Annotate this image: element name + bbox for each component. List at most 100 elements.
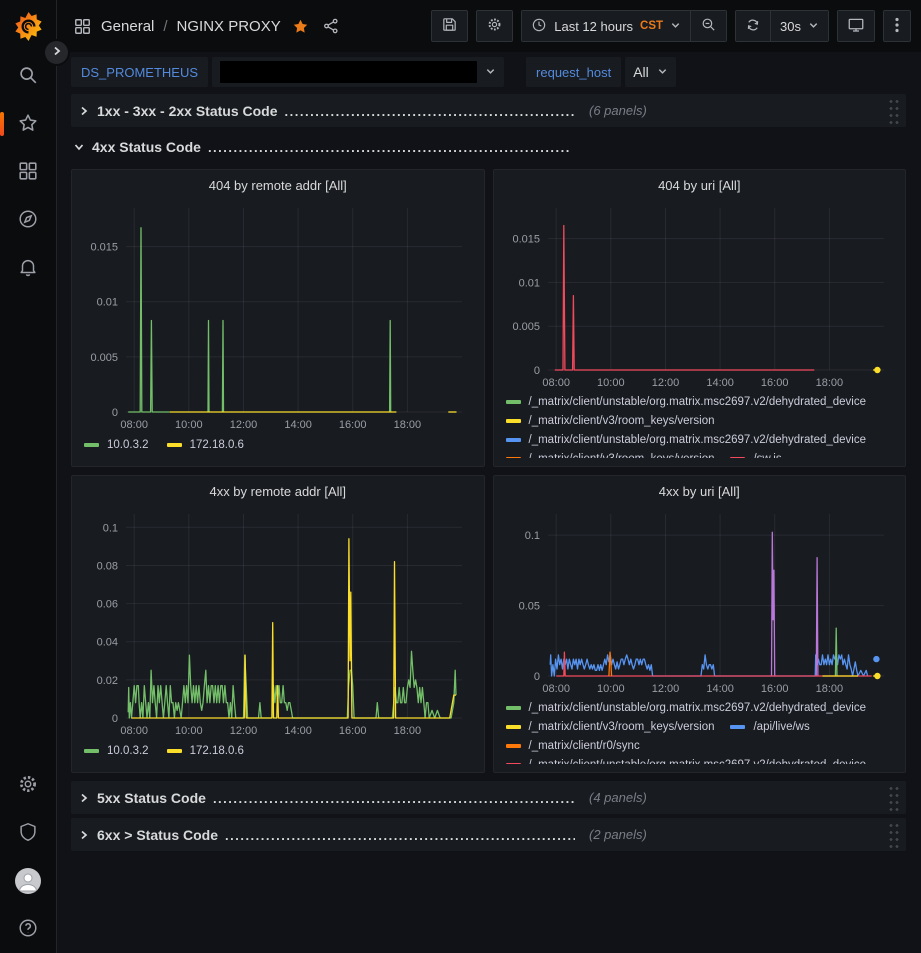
legend-item[interactable]: /_matrix/client/r0/sync	[505, 740, 640, 752]
row-drag-handle[interactable]	[888, 784, 899, 811]
sidebar-item-search[interactable]	[0, 52, 56, 100]
variable-label-request-host[interactable]: request_host	[526, 57, 622, 87]
chevron-down-icon	[485, 64, 496, 80]
legend-swatch	[730, 725, 746, 729]
sidebar-item-alerting[interactable]	[0, 244, 56, 292]
time-series-chart[interactable]: 0 0.02 0.04 0.06 0.08 0.1 08:00 10:00 12:00 14:00…	[80, 504, 476, 738]
row-panel-count: (4 panels)	[589, 790, 647, 805]
legend-item[interactable]: /_matrix/client/unstable/org.matrix.msc2…	[505, 702, 866, 714]
bell-icon	[17, 256, 39, 281]
svg-text:10:00: 10:00	[175, 725, 203, 737]
row-drag-handle[interactable]	[888, 821, 899, 848]
legend-item[interactable]: 172.18.0.6	[166, 745, 244, 757]
refresh-interval-picker[interactable]: 30s	[770, 11, 828, 41]
svg-text:08:00: 08:00	[542, 683, 570, 695]
variable-ds-prometheus: DS_PROMETHEUS	[71, 57, 505, 87]
time-series-chart[interactable]: 0 0.005 0.01 0.015 08:00 10:00 12:00 14:00 16:00…	[502, 198, 898, 390]
save-icon	[441, 16, 458, 36]
dashboard-row-4xx[interactable]: 4xx Status Code ........................…	[71, 133, 906, 161]
svg-text:18:00: 18:00	[394, 725, 422, 737]
zoom-out-button[interactable]	[690, 11, 727, 41]
legend-item[interactable]: 10.0.3.2	[84, 745, 149, 757]
legend-item[interactable]: /sw.js	[730, 453, 782, 458]
time-range-picker[interactable]: Last 12 hours CST	[522, 11, 691, 41]
sidebar-item-dashboards[interactable]	[0, 148, 56, 196]
sidebar-item-profile[interactable]	[0, 857, 56, 905]
svg-text:18:00: 18:00	[394, 419, 422, 431]
redacted-value	[220, 61, 478, 83]
breadcrumb-dashboard[interactable]: NGINX PROXY	[176, 17, 281, 35]
legend-item[interactable]: /_matrix/client/v3/room_keys/version	[505, 415, 715, 427]
svg-text:0.06: 0.06	[97, 599, 118, 611]
breadcrumb-folder[interactable]: General	[101, 17, 155, 35]
sidebar-item-favorites[interactable]	[0, 100, 56, 148]
sidebar-item-explore[interactable]	[0, 196, 56, 244]
dotted-leader: ........................................…	[212, 790, 575, 806]
legend-label: 172.18.0.6	[189, 439, 244, 451]
star-outline-icon	[17, 112, 39, 137]
time-controls: Last 12 hours CST	[521, 10, 728, 42]
legend-item[interactable]: /_matrix/client/unstable/org.matrix.msc2…	[505, 396, 867, 408]
dashboard-row-1xx-3xx-2xx[interactable]: 1xx - 3xx - 2xx Status Code ............…	[71, 94, 906, 127]
chart-legend: 10.0.3.2 172.18.0.6	[80, 439, 476, 451]
legend-item[interactable]: /_matrix/client/v3/room_keys/version	[505, 453, 714, 458]
chevron-right-icon	[78, 105, 90, 117]
svg-text:0.04: 0.04	[97, 637, 118, 649]
row-drag-handle[interactable]	[888, 97, 899, 124]
chevron-right-icon	[78, 829, 90, 841]
time-series-chart[interactable]: 0 0.05 0.1 08:00 10:00 12:00 14:00 16:00 18:00	[502, 504, 898, 696]
svg-text:10:00: 10:00	[175, 419, 203, 431]
legend-label: 10.0.3.2	[107, 745, 149, 757]
variable-value-request-host[interactable]: All	[625, 57, 676, 87]
panel-title[interactable]: 4xx by remote addr [All]	[209, 484, 347, 499]
favorite-star-icon[interactable]	[290, 16, 311, 37]
dashboard-toolbar: Last 12 hours CST	[431, 10, 911, 42]
more-options-button[interactable]	[883, 10, 911, 42]
sidebar-item-configuration[interactable]	[0, 761, 56, 809]
variables-bar: DS_PROMETHEUS request_host All	[57, 52, 921, 92]
legend-label: /_matrix/client/v3/room_keys/version	[528, 721, 715, 733]
legend-label: 10.0.3.2	[107, 439, 149, 451]
legend-label: /_matrix/client/v3/room_keys/version	[528, 415, 715, 427]
legend-swatch	[505, 744, 521, 748]
panel-title[interactable]: 404 by uri [All]	[658, 178, 741, 193]
panel-title[interactable]: 404 by remote addr [All]	[208, 178, 347, 193]
legend-item[interactable]: /_matrix/client/unstable/org.matrix.msc2…	[505, 759, 866, 764]
refresh-controls: 30s	[735, 10, 829, 42]
share-icon[interactable]	[320, 15, 342, 37]
svg-text:18:00: 18:00	[815, 377, 843, 389]
svg-text:14:00: 14:00	[706, 377, 734, 389]
legend-item[interactable]: /api/live/ws	[730, 721, 810, 733]
svg-text:0.005: 0.005	[512, 321, 540, 333]
chevron-down-icon	[73, 141, 85, 153]
sidebar-expand-button[interactable]	[45, 41, 68, 64]
svg-text:08:00: 08:00	[542, 377, 570, 389]
legend-item[interactable]: 10.0.3.2	[84, 439, 149, 451]
svg-text:18:00: 18:00	[815, 683, 843, 695]
legend-item[interactable]: /_matrix/client/unstable/org.matrix.msc2…	[505, 434, 866, 446]
dashboard-row-6xx[interactable]: 6xx > Status Code ......................…	[71, 818, 906, 851]
variable-value-ds[interactable]	[212, 57, 505, 87]
sidebar-item-server-admin[interactable]	[0, 809, 56, 857]
svg-text:10:00: 10:00	[597, 683, 625, 695]
row-panel-count: (6 panels)	[589, 103, 647, 118]
dashboard-settings-button[interactable]	[476, 10, 514, 42]
grafana-logo[interactable]	[0, 0, 56, 52]
svg-text:10:00: 10:00	[597, 377, 625, 389]
refresh-icon	[745, 17, 761, 36]
row-title: 6xx > Status Code	[97, 826, 218, 843]
apps-grid-icon	[73, 17, 92, 36]
legend-item[interactable]: 172.18.0.6	[166, 439, 244, 451]
legend-item[interactable]: /_matrix/client/v3/room_keys/version	[505, 721, 715, 733]
dashboard-row-5xx[interactable]: 5xx Status Code ........................…	[71, 781, 906, 814]
refresh-button[interactable]	[736, 11, 771, 41]
time-series-chart[interactable]: 0 0.005 0.01 0.015 08:00 10:00 12:00 14:00 16:00…	[80, 198, 476, 432]
panel-title[interactable]: 4xx by uri [All]	[658, 484, 740, 499]
variable-label-ds[interactable]: DS_PROMETHEUS	[71, 57, 209, 87]
sidebar-item-help[interactable]	[0, 905, 56, 953]
tv-mode-button[interactable]	[837, 10, 875, 42]
save-dashboard-button[interactable]	[431, 10, 469, 42]
breadcrumb: General / NGINX PROXY	[73, 15, 342, 37]
legend-label: /_matrix/client/unstable/org.matrix.msc2…	[528, 396, 867, 408]
svg-text:12:00: 12:00	[651, 377, 679, 389]
